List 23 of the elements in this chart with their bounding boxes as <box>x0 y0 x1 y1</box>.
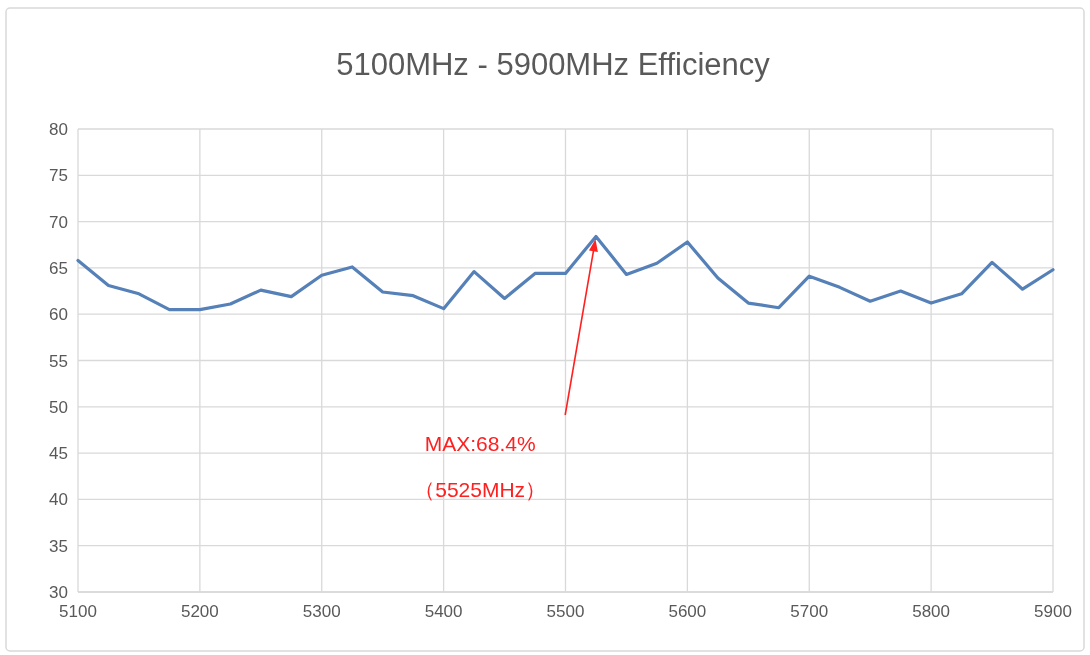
x-tick-label: 5400 <box>424 602 463 621</box>
y-tick-label: 50 <box>49 397 68 417</box>
chart-title: 5100MHz - 5900MHz Efficiency <box>336 47 771 82</box>
y-tick-label: 65 <box>49 258 68 278</box>
x-tick-label: 5900 <box>1034 602 1072 621</box>
y-tick-label: 60 <box>49 305 68 325</box>
y-tick-label: 35 <box>49 536 68 556</box>
x-tick-label: 5500 <box>546 602 585 621</box>
y-tick-label: 45 <box>49 444 68 464</box>
y-tick-label: 40 <box>49 490 68 510</box>
y-tick-label: 70 <box>49 212 68 232</box>
x-tick-label: 5100 <box>59 602 97 621</box>
x-tick-label: 5200 <box>180 602 219 621</box>
y-tick-label: 30 <box>49 583 68 602</box>
y-tick-label: 55 <box>49 351 68 371</box>
x-tick-label: 5700 <box>790 602 829 621</box>
annotation: MAX:68.4% （5525MHz） <box>414 431 547 501</box>
y-tick-label: 75 <box>49 166 68 186</box>
x-tick-label: 5800 <box>912 602 951 621</box>
x-tick-label: 5300 <box>302 602 341 621</box>
line-series <box>76 234 1055 312</box>
x-tick-label: 5600 <box>668 602 707 621</box>
y-tick-label: 80 <box>49 120 68 139</box>
